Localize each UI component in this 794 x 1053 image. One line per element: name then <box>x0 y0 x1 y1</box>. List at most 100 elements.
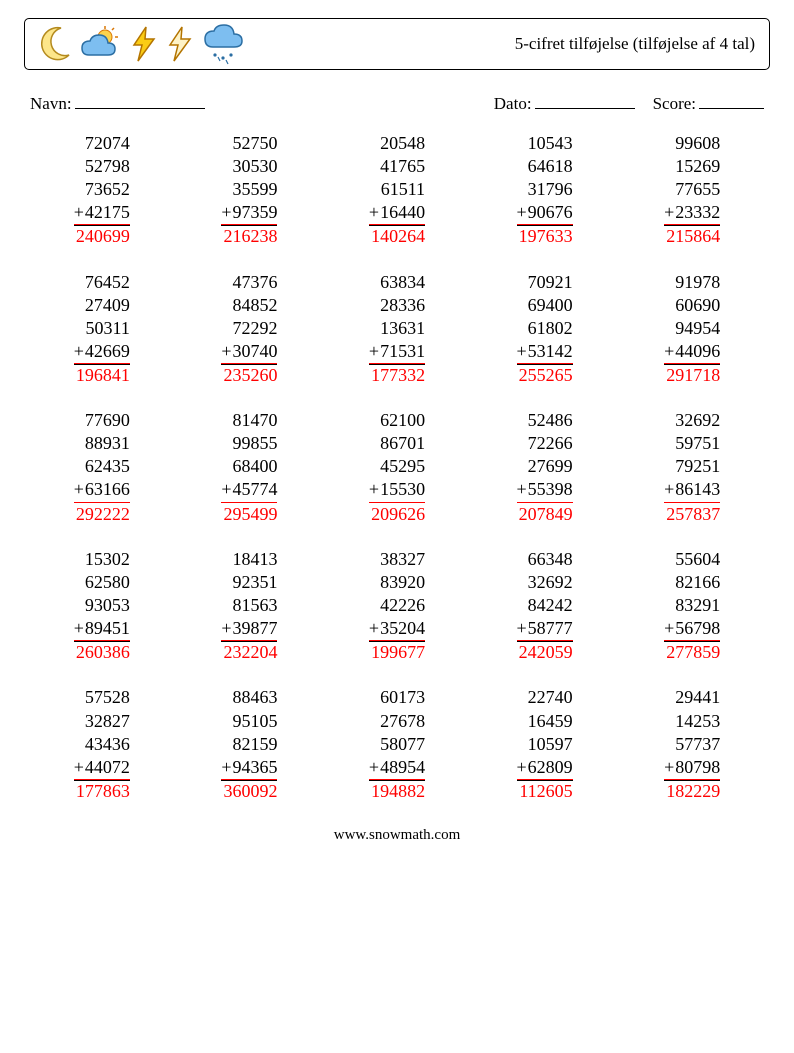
problem: 776908893162435+63166292222 <box>28 409 176 526</box>
addend: 79251 <box>664 455 720 478</box>
addend: 30530 <box>221 155 277 178</box>
addend: 61802 <box>517 317 573 340</box>
problem: 105436461831796+90676197633 <box>471 132 619 249</box>
meta-row: Navn: Dato: Score: <box>24 90 770 118</box>
moon-icon <box>39 25 73 63</box>
addend: 91978 <box>664 271 720 294</box>
answer: 196841 <box>74 363 130 387</box>
addend: 10597 <box>517 733 573 756</box>
addend: 15269 <box>664 155 720 178</box>
addend-last: +56798 <box>664 617 720 642</box>
answer: 199677 <box>369 640 425 664</box>
addition-stack: 153026258093053+89451260386 <box>74 548 130 665</box>
answer: 295499 <box>221 502 277 526</box>
answer: 360092 <box>221 779 277 803</box>
problems-grid: 720745279873652+42175240699 5275030530355… <box>24 132 770 803</box>
problem: 473768485272292+30740235260 <box>176 271 324 388</box>
addition-stack: 227401645910597+62809112605 <box>517 686 573 803</box>
addition-stack: 105436461831796+90676197633 <box>517 132 573 249</box>
addend: 14253 <box>664 710 720 733</box>
addend: 47376 <box>221 271 277 294</box>
addend: 32827 <box>74 710 130 733</box>
addend: 99608 <box>664 132 720 155</box>
problem: 227401645910597+62809112605 <box>471 686 619 803</box>
addend: 92351 <box>221 571 277 594</box>
addend: 32692 <box>517 571 573 594</box>
addend: 99855 <box>221 432 277 455</box>
addend: 81563 <box>221 594 277 617</box>
addend: 83920 <box>369 571 425 594</box>
addend: 57737 <box>664 733 720 756</box>
answer: 194882 <box>369 779 425 803</box>
score-blank <box>699 90 764 109</box>
addend-last: +55398 <box>517 478 573 503</box>
addend: 94954 <box>664 317 720 340</box>
addend: 72074 <box>74 132 130 155</box>
addition-stack: 575283282743436+44072177863 <box>74 686 130 803</box>
problem: 575283282743436+44072177863 <box>28 686 176 803</box>
addend: 84242 <box>517 594 573 617</box>
problem: 720745279873652+42175240699 <box>28 132 176 249</box>
addend: 27409 <box>74 294 130 317</box>
footer-text: www.snowmath.com <box>24 827 770 854</box>
addition-stack: 996081526977655+23332215864 <box>664 132 720 249</box>
header-icons <box>39 23 247 65</box>
addend: 59751 <box>664 432 720 455</box>
problem: 383278392042226+35204199677 <box>323 548 471 665</box>
addend: 35599 <box>221 178 277 201</box>
worksheet-page: 5-cifret tilføjelse (tilføjelse af 4 tal… <box>0 0 794 854</box>
addend-last: +90676 <box>517 201 573 226</box>
date-label: Dato: <box>494 94 532 113</box>
addend-last: +44072 <box>74 756 130 781</box>
addend: 15302 <box>74 548 130 571</box>
lightning-outline-icon <box>165 25 195 63</box>
addend-last: +16440 <box>369 201 425 226</box>
addend-last: +63166 <box>74 478 130 503</box>
date-field: Dato: <box>494 90 635 114</box>
addition-stack: 720745279873652+42175240699 <box>74 132 130 249</box>
problem: 709216940061802+53142255265 <box>471 271 619 388</box>
addend: 29441 <box>664 686 720 709</box>
addend-last: +30740 <box>221 340 277 365</box>
name-field: Navn: <box>30 90 205 114</box>
addend-last: +42175 <box>74 201 130 226</box>
addition-stack: 383278392042226+35204199677 <box>369 548 425 665</box>
problem: 884639510582159+94365360092 <box>176 686 324 803</box>
addend: 42226 <box>369 594 425 617</box>
answer: 140264 <box>369 224 425 248</box>
addend: 45295 <box>369 455 425 478</box>
answer: 216238 <box>221 224 277 248</box>
addition-stack: 884639510582159+94365360092 <box>221 686 277 803</box>
addend: 52798 <box>74 155 130 178</box>
addend: 62435 <box>74 455 130 478</box>
problem: 601732767858077+48954194882 <box>323 686 471 803</box>
addend: 62100 <box>369 409 425 432</box>
addend: 13631 <box>369 317 425 340</box>
problem: 996081526977655+23332215864 <box>618 132 766 249</box>
addend-last: +45774 <box>221 478 277 503</box>
problem: 556048216683291+56798277859 <box>618 548 766 665</box>
problem: 638342833613631+71531177332 <box>323 271 471 388</box>
addend: 88931 <box>74 432 130 455</box>
problem: 294411425357737+80798182229 <box>618 686 766 803</box>
addend: 64618 <box>517 155 573 178</box>
addend: 27699 <box>517 455 573 478</box>
addend: 52750 <box>221 132 277 155</box>
addend: 68400 <box>221 455 277 478</box>
date-blank <box>535 90 635 109</box>
addend: 22740 <box>517 686 573 709</box>
addend: 60173 <box>369 686 425 709</box>
addend: 77655 <box>664 178 720 201</box>
addend-last: +71531 <box>369 340 425 365</box>
problem: 764522740950311+42669196841 <box>28 271 176 388</box>
addend: 82166 <box>664 571 720 594</box>
problem: 326925975179251+86143257837 <box>618 409 766 526</box>
addend-last: +80798 <box>664 756 720 781</box>
answer: 215864 <box>664 224 720 248</box>
addend-last: +23332 <box>664 201 720 226</box>
addend-last: +62809 <box>517 756 573 781</box>
addend-last: +39877 <box>221 617 277 642</box>
worksheet-title: 5-cifret tilføjelse (tilføjelse af 4 tal… <box>515 34 755 54</box>
answer: 257837 <box>664 502 720 526</box>
addend-last: +44096 <box>664 340 720 365</box>
